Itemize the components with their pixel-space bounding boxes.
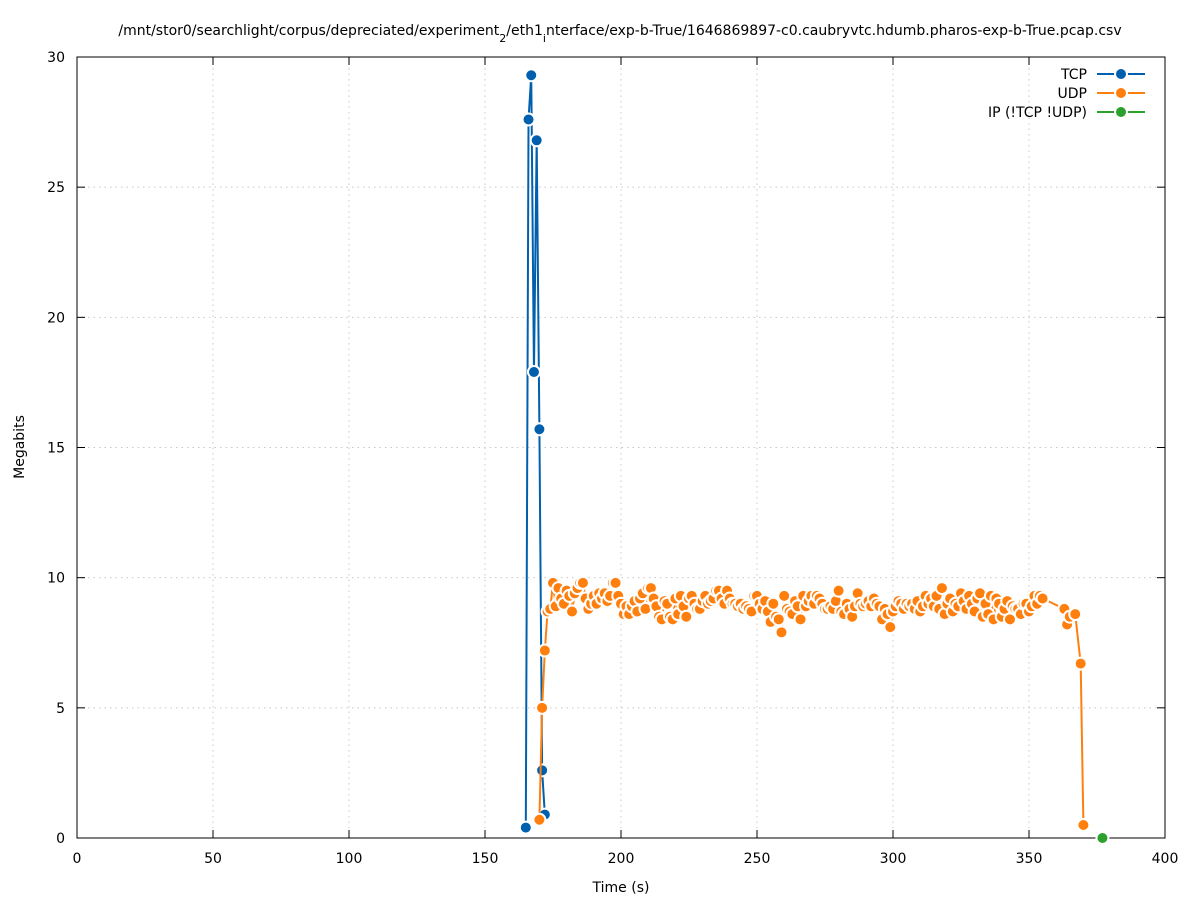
legend-marker bbox=[1114, 86, 1128, 100]
x-tick-label: 150 bbox=[472, 851, 499, 867]
data-point bbox=[529, 133, 544, 148]
x-tick-label: 100 bbox=[336, 851, 363, 867]
data-point bbox=[679, 609, 694, 624]
y-tick-label: 20 bbox=[47, 310, 65, 326]
y-axis-label: Megabits bbox=[12, 415, 28, 479]
legend-marker bbox=[1114, 67, 1128, 81]
x-tick-label: 400 bbox=[1152, 851, 1179, 867]
series-0 bbox=[518, 68, 552, 835]
data-point bbox=[1068, 607, 1083, 622]
data-point bbox=[526, 365, 541, 380]
legend-label: IP (!TCP !UDP) bbox=[988, 105, 1087, 121]
series-2 bbox=[1095, 831, 1110, 845]
x-tick-label: 250 bbox=[744, 851, 771, 867]
x-tick-label: 350 bbox=[1016, 851, 1043, 867]
chart-title: /mnt/stor0/searchlight/corpus/depreciate… bbox=[118, 23, 1121, 45]
title-segment: /eth1 bbox=[506, 23, 543, 39]
data-point bbox=[774, 625, 789, 640]
grid bbox=[77, 57, 1165, 838]
y-tick-label: 0 bbox=[56, 831, 65, 847]
series-layer bbox=[518, 68, 1110, 845]
title-segment: nterface/exp-b-True/1646869897-c0.caubry… bbox=[546, 23, 1122, 39]
series-1 bbox=[532, 575, 1091, 832]
x-tick-label: 50 bbox=[204, 851, 222, 867]
x-axis-label: Time (s) bbox=[592, 880, 650, 896]
data-point bbox=[532, 812, 547, 827]
axis-ticks: 0 50 100 150 200 250 300 350 400 0 5 10 15 20 25 30 bbox=[47, 50, 1178, 867]
data-point bbox=[883, 620, 898, 635]
data-point bbox=[771, 612, 786, 627]
title-segment: /mnt/stor0/searchlight/corpus/depreciate… bbox=[118, 23, 499, 39]
data-point bbox=[535, 700, 550, 715]
data-point bbox=[608, 575, 623, 590]
data-point bbox=[1076, 817, 1091, 832]
y-tick-label: 15 bbox=[47, 441, 65, 457]
data-point bbox=[793, 612, 808, 627]
x-tick-label: 200 bbox=[608, 851, 635, 867]
data-point bbox=[524, 68, 539, 83]
data-point bbox=[521, 112, 536, 127]
data-point bbox=[535, 763, 550, 778]
y-tick-label: 5 bbox=[56, 701, 65, 717]
data-point bbox=[934, 581, 949, 596]
data-point bbox=[831, 583, 846, 598]
title-subscript: 2 bbox=[499, 32, 506, 45]
data-point bbox=[537, 643, 552, 658]
legend-label: UDP bbox=[1058, 86, 1087, 102]
data-point bbox=[766, 596, 781, 611]
legend-label: TCP bbox=[1060, 67, 1087, 83]
x-tick-label: 300 bbox=[880, 851, 907, 867]
data-point bbox=[1035, 591, 1050, 606]
data-point bbox=[532, 422, 547, 437]
data-point bbox=[1095, 831, 1110, 845]
plot-frame bbox=[76, 56, 1166, 839]
legend: TCP UDP IP (!TCP !UDP) bbox=[988, 67, 1145, 121]
data-point bbox=[777, 588, 792, 603]
legend-marker bbox=[1114, 105, 1128, 119]
data-point bbox=[1002, 612, 1017, 627]
data-point bbox=[565, 604, 580, 619]
data-point bbox=[1073, 656, 1088, 671]
data-point bbox=[575, 575, 590, 590]
y-tick-label: 25 bbox=[47, 180, 65, 196]
y-tick-label: 30 bbox=[47, 50, 65, 66]
y-tick-label: 10 bbox=[47, 571, 65, 587]
x-tick-label: 0 bbox=[73, 851, 82, 867]
data-point bbox=[518, 820, 533, 835]
title-subscript: i bbox=[543, 32, 546, 45]
